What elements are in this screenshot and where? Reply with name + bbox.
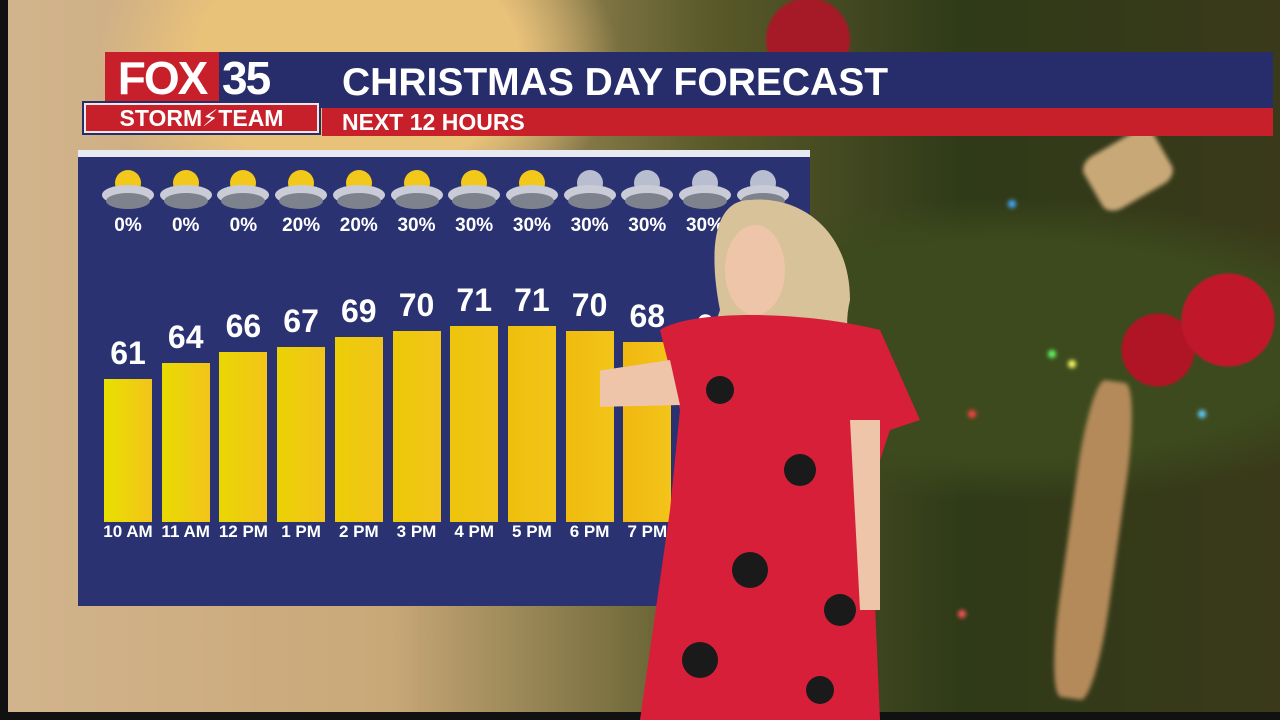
precip-chance: 30% (685, 215, 725, 236)
temperature-label: 64 (167, 319, 204, 355)
temperature-bar (334, 336, 383, 522)
time-label: 6 PM (569, 522, 610, 541)
weather-icon-partly-cloudy-day (214, 165, 272, 213)
weather-icon-partly-cloudy-day (272, 165, 330, 213)
precip-chance: 0% (171, 215, 200, 236)
weather-icon-partly-sunny (503, 165, 561, 213)
precip-chance: 30% (512, 215, 551, 236)
temperature-label: 68 (629, 297, 666, 334)
temperature-label: 67 (283, 303, 319, 340)
time-label: 3 PM (396, 522, 437, 541)
temperature-label: 66 (225, 308, 262, 345)
time-label: 10 AM (103, 522, 153, 541)
temperature-bar (392, 331, 441, 522)
subtitle-banner (322, 108, 1273, 136)
precip-chance: 30% (397, 215, 436, 236)
page-subtitle: NEXT 12 HOURS (342, 109, 525, 135)
precip-chance: 0% (229, 215, 258, 236)
temperature-label: 61 (110, 334, 146, 371)
meteorologist (600, 199, 920, 720)
weather-icon-partly-sunny (330, 165, 388, 213)
precip-chance: 30% (455, 215, 494, 236)
precip-chance: 20% (282, 215, 321, 236)
time-label: 1 PM (281, 522, 321, 541)
weather-icon-partly-sunny (388, 165, 446, 213)
temperature-bar (507, 325, 556, 522)
time-label: 4 PM (454, 522, 495, 541)
precip-chance: 20% (339, 215, 378, 236)
temperature-label: 71 (514, 281, 550, 318)
temperature-bar (104, 378, 152, 522)
temperature-bar (219, 352, 268, 522)
temperature-bar (161, 363, 210, 522)
time-label: 11 AM (161, 522, 210, 541)
precip-chance: 30% (570, 215, 609, 236)
weather-icon-partly-sunny (445, 165, 503, 213)
temperature-label: 70 (398, 287, 435, 324)
temperature-bar (450, 325, 499, 522)
page-title: CHRISTMAS DAY FORECAST (342, 61, 889, 104)
weather-icon-partly-cloudy-night (676, 165, 734, 213)
temperature-bar (565, 331, 614, 522)
fox-logo-number: 35 (222, 52, 271, 104)
title-banner (105, 52, 1273, 108)
temperature-label: 71 (456, 281, 492, 318)
time-label: 12 PM (218, 522, 268, 541)
time-label: 5 PM (512, 522, 552, 541)
weather-icon-partly-cloudy-day (99, 165, 157, 213)
time-label: 7 PM (627, 522, 668, 541)
storm-team-logo: STORM⚡TEAM (82, 101, 321, 135)
temperature-label: 69 (341, 292, 377, 329)
fox-logo: FOX (105, 52, 219, 104)
precip-chance: 30% (628, 215, 667, 236)
precip-chance: 0% (114, 215, 142, 236)
time-label: 2 PM (338, 522, 379, 541)
weather-icon-partly-cloudy-day (157, 165, 215, 213)
weather-icon-partly-cloudy-night (561, 165, 619, 213)
temperature-bar (277, 347, 326, 522)
weather-icon-partly-cloudy-night (618, 165, 676, 213)
temperature-label: 70 (571, 287, 608, 324)
